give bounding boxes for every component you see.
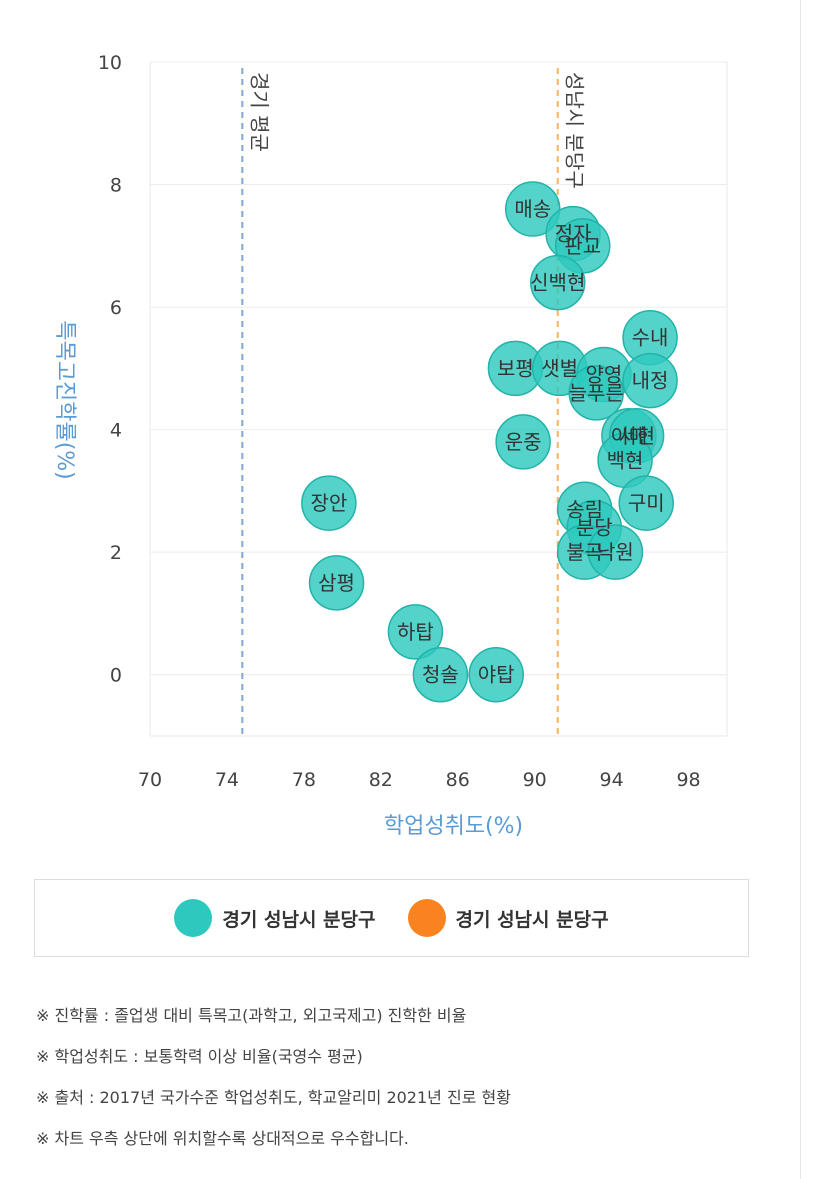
bubble-label: 판교 [564,234,601,258]
bubble-label: 샛별 [541,356,578,380]
bubble-label: 백현 [607,448,644,472]
bubble-point[interactable] [468,646,524,703]
x-tick-label: 94 [600,769,624,791]
reference-lines: 경기 평균 성남시 분당구 [241,68,587,736]
bubble-label: 장안 [310,491,347,515]
bubble-label: 구미 [628,491,665,515]
legend-item-1[interactable]: 경기 성남시 분당구 [174,899,376,937]
bubble-label: 송림 [566,497,603,521]
bubble-label: 불곡 [566,540,603,564]
bubble-label: 늘푸른 [569,381,624,405]
bubble-label: 서현 [618,424,655,448]
y-tick-label: 0 [110,665,122,687]
bubble-label: 낙원 [597,540,634,564]
note-hint: ※ 차트 우측 상단에 위치할수록 상대적으로 우수합니다. [36,1129,409,1148]
bubble-point[interactable] [495,414,551,470]
reference-label-1: 경기 평균 [247,72,271,152]
legend-label-2: 경기 성남시 분당구 [455,908,609,931]
y-tick-label: 2 [110,542,122,564]
bubble-point[interactable] [412,646,469,703]
bubble-point[interactable] [387,604,444,660]
bubble-label: 양영 [586,362,623,386]
x-tick-label: 98 [676,769,700,791]
bubble-label: 삼평 [318,571,355,595]
legend-label-1: 경기 성남시 분당구 [222,908,376,931]
x-tick-label: 90 [523,769,547,791]
bubble-label: 이매 [611,424,648,448]
legend-item-2[interactable]: 경기 성남시 분당구 [407,899,609,937]
note-definition: ※ 진학률 : 졸업생 대비 특목고(과학고, 외고국제고) 진학한 비율 [36,1006,467,1025]
grid-lines [149,61,728,737]
bubbles [301,181,678,703]
reference-label-2: 성남시 분당구 [563,72,587,189]
bubble-label: 신백현 [530,271,585,295]
x-tick-label: 74 [215,769,239,791]
x-tick-label: 78 [292,769,316,791]
x-tick-label: 70 [138,769,162,791]
bubble-label: 보평 [497,356,534,380]
bubble-label: 청솔 [422,663,459,687]
bubble-label: 수내 [632,326,669,350]
bubble-point[interactable] [529,254,586,311]
bubble-label: 야탑 [478,663,515,687]
y-tick-label: 4 [110,420,122,442]
bubble-point[interactable] [568,365,624,421]
bubble-point[interactable] [587,524,644,580]
legend-swatch-teal [174,899,213,937]
axis-ticks: 0 2 4 6 8 10 70 74 78 82 86 90 94 98 [98,52,701,791]
x-tick-label: 86 [446,769,470,791]
bubble-label: 내정 [632,369,669,393]
legend-swatch-orange [407,899,446,937]
y-tick-label: 8 [110,175,122,197]
x-axis-title: 학업성취도(%) [384,814,523,839]
x-tick-label: 82 [369,769,393,791]
bubble-label: 정자 [555,222,592,246]
bubble-point[interactable] [301,475,357,531]
bubble-label: 운중 [505,430,542,454]
note-achievement: ※ 학업성취도 : 보통학력 이상 비율(국영수 평균) [36,1047,363,1066]
legend: 경기 성남시 분당구 경기 성남시 분당구 [34,879,749,957]
footnotes: ※ 진학률 : 졸업생 대비 특목고(과학고, 외고국제고) 진학한 비율 ※ … [36,995,776,1159]
note-source: ※ 출처 : 2017년 국가수준 학업성취도, 학교알리미 2021년 진로 … [36,1088,511,1107]
y-axis-title: 특목고진학률(%) [52,320,77,480]
scatter-chart: 경기 평균 성남시 분당구 0 2 4 6 8 10 70 74 78 82 86 90 94 98 매송정… [52,52,728,839]
y-tick-label: 6 [110,297,122,319]
right-divider [800,0,801,1179]
bubble-point[interactable] [504,181,561,237]
bubble-point[interactable] [622,352,678,409]
bubble-point[interactable] [618,475,674,531]
bubble-label: 분당 [576,516,613,540]
y-tick-label: 10 [98,52,122,74]
bubble-label: 매송 [514,197,551,221]
bubble-point[interactable] [308,555,365,611]
bubble-label: 하탑 [397,620,434,644]
